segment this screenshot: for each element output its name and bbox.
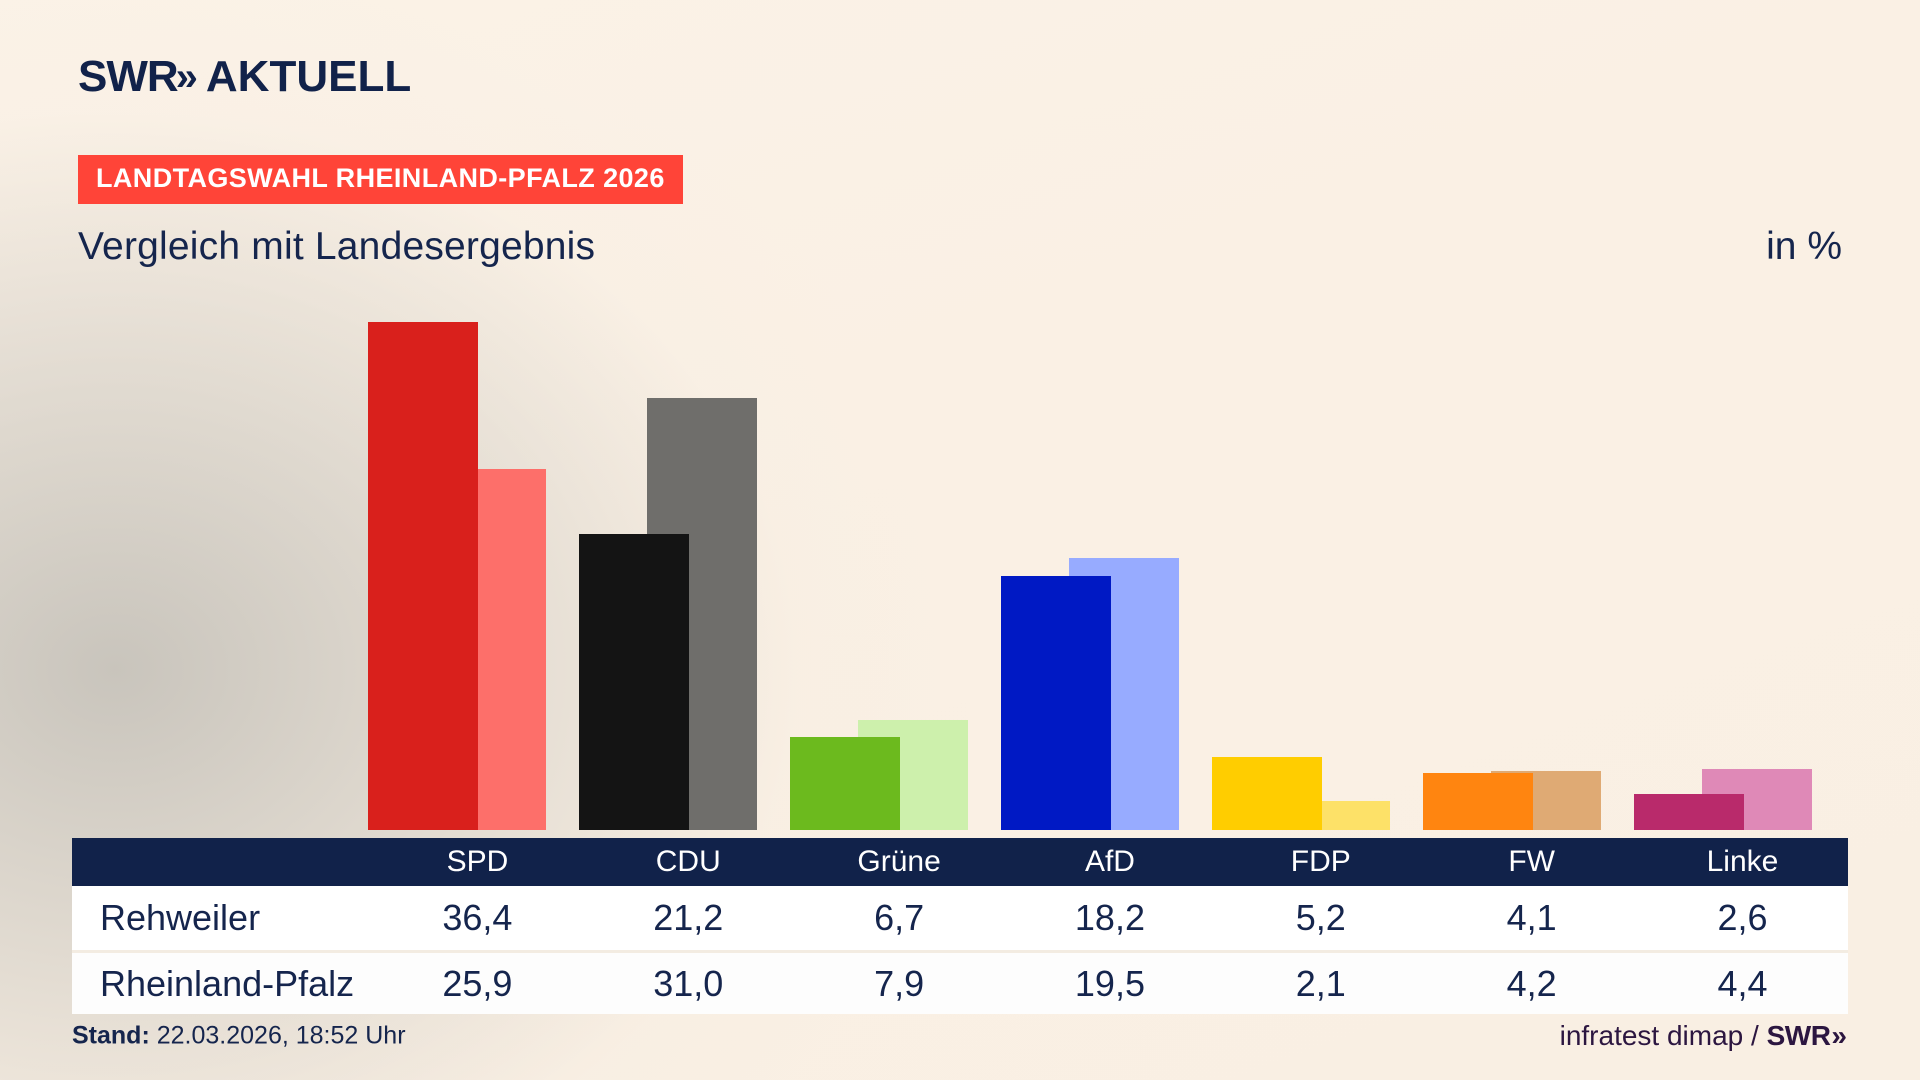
table-cell-linke: 2,6 [1717, 897, 1768, 938]
timestamp-footer: Stand: 22.03.2026, 18:52 Uhr [72, 1022, 406, 1051]
table-cell-afd: 18,2 [1074, 897, 1145, 938]
table-header-fw: FW [1508, 845, 1555, 878]
credit-brand-text: SWR [1766, 1020, 1831, 1051]
election-kicker-badge: LANDTAGSWAHL RHEINLAND-PFALZ 2026 [78, 155, 683, 204]
table-cell-fdp: 2,1 [1295, 962, 1346, 1004]
bar-local-spd [368, 322, 479, 830]
source-credit: infratest dimap / SWR» [1559, 1020, 1847, 1052]
results-table: SPD CDU Grüne AfD FDP FW Linke Rehweiler 36,4 21… [72, 838, 1848, 1014]
bar-group-afd [1001, 300, 1179, 830]
table-header-row: SPD CDU Grüne AfD FDP FW Linke [72, 838, 1848, 886]
table-cell-spd: 36,4 [442, 897, 513, 938]
table-header-corner [72, 838, 372, 886]
table-header-spd: SPD [446, 845, 509, 878]
bar-local-cdu [579, 534, 690, 830]
bar-group-linke [1633, 300, 1812, 830]
swr-aktuell-logo: SWR» AKTUELL [78, 52, 411, 102]
table-header-linke: Linke [1706, 845, 1779, 878]
table-header-grne: Grüne [857, 845, 941, 878]
bar-local-linke [1633, 794, 1744, 830]
bar-chart [78, 300, 1842, 830]
bar-local-afd [1001, 576, 1111, 830]
bar-group-cdu [579, 300, 758, 830]
table-row-label: Rheinland-Pfalz [100, 962, 355, 1004]
table-header-afd: AfD [1084, 845, 1135, 878]
stand-label: Stand: [72, 1021, 150, 1050]
table-row: Rheinland-Pfalz 25,9 31,0 7,9 19,5 2,1 4,2 4,4 [72, 950, 1848, 1014]
table-row-label: Rehweiler [100, 897, 261, 938]
table-cell-fdp: 5,2 [1295, 897, 1346, 938]
credit-chevron-icon: » [1831, 1020, 1846, 1051]
logo-word-text: AKTUELL [205, 52, 412, 101]
table-cell-fw: 4,2 [1506, 962, 1557, 1004]
bar-group-spd [368, 300, 547, 830]
table-header-cdu: CDU [655, 845, 721, 878]
logo-chevron-icon: » [175, 54, 198, 99]
bar-group-fw [1422, 300, 1601, 830]
bar-group-grne [790, 300, 969, 830]
table-cell-cdu: 21,2 [653, 897, 724, 938]
bar-local-grne [790, 737, 901, 830]
logo-brand-text: SWR [78, 52, 179, 101]
table-cell-grne: 7,9 [874, 962, 925, 1004]
unit-label: in % [1766, 225, 1842, 268]
table-cell-afd: 19,5 [1074, 962, 1145, 1004]
table-cell-linke: 4,4 [1717, 962, 1768, 1004]
table-row: Rehweiler 36,4 21,2 6,7 18,2 5,2 4,1 2,6 [72, 886, 1848, 950]
bar-local-fdp [1211, 757, 1322, 830]
page-title: Vergleich mit Landesergebnis [78, 225, 596, 268]
table-header-fdp: FDP [1290, 845, 1351, 878]
credit-source-text: infratest dimap / [1559, 1020, 1759, 1051]
table-cell-cdu: 31,0 [653, 962, 724, 1004]
table-cell-grne: 6,7 [874, 897, 925, 938]
bar-group-fdp [1211, 300, 1390, 830]
table-cell-spd: 25,9 [442, 962, 513, 1004]
bar-local-fw [1422, 773, 1533, 830]
table-cell-fw: 4,1 [1506, 897, 1557, 938]
stand-value: 22.03.2026, 18:52 Uhr [156, 1021, 406, 1050]
